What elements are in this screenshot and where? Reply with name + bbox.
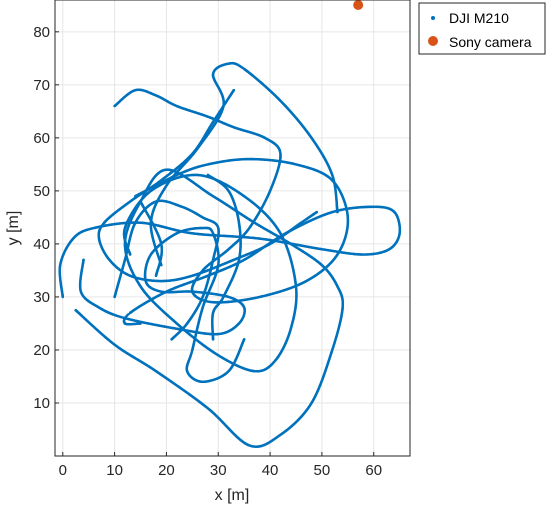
legend: DJI M210 Sony camera — [418, 2, 546, 55]
dji-point — [211, 338, 215, 341]
dji-point — [315, 210, 319, 214]
series-layer — [58, 0, 402, 448]
dji-point — [128, 311, 132, 315]
x-tick-label: 0 — [59, 462, 67, 479]
dji-point — [113, 104, 116, 108]
y-tick-label: 50 — [33, 183, 50, 200]
x-tick-label: 50 — [314, 462, 331, 479]
y-axis-label: y [m] — [5, 211, 22, 246]
y-tick-label: 10 — [33, 395, 50, 412]
x-tick-label: 60 — [365, 462, 382, 479]
y-tick-label: 20 — [33, 342, 50, 359]
dji-point — [170, 338, 173, 341]
dji-point — [128, 253, 132, 256]
y-tick-label: 60 — [33, 130, 50, 147]
plot-area-background — [55, 0, 410, 456]
grid — [55, 0, 410, 456]
y-tick-label: 80 — [33, 24, 50, 41]
x-tick-label: 40 — [262, 462, 279, 479]
x-tick-label: 30 — [210, 462, 227, 479]
y-tick-label: 40 — [33, 236, 50, 253]
x-tick-label: 10 — [106, 462, 123, 479]
y-tick-label: 30 — [33, 289, 50, 306]
dji-point — [336, 210, 339, 214]
legend-marker-dji-m210 — [431, 16, 435, 20]
series-1 — [353, 0, 364, 10]
x-tick-label: 20 — [158, 462, 175, 479]
sony-camera-point — [353, 0, 364, 10]
legend-marker-sony-camera — [428, 36, 438, 46]
legend-label-dji-m210: DJI M210 — [449, 10, 509, 26]
legend-label-sony-camera: Sony camera — [449, 34, 532, 50]
y-tick-label: 70 — [33, 77, 50, 94]
dji-point — [242, 338, 246, 341]
x-axis-label: x [m] — [215, 487, 250, 504]
dji-point — [154, 274, 158, 278]
series-0 — [58, 61, 402, 448]
dji-point — [139, 322, 142, 325]
